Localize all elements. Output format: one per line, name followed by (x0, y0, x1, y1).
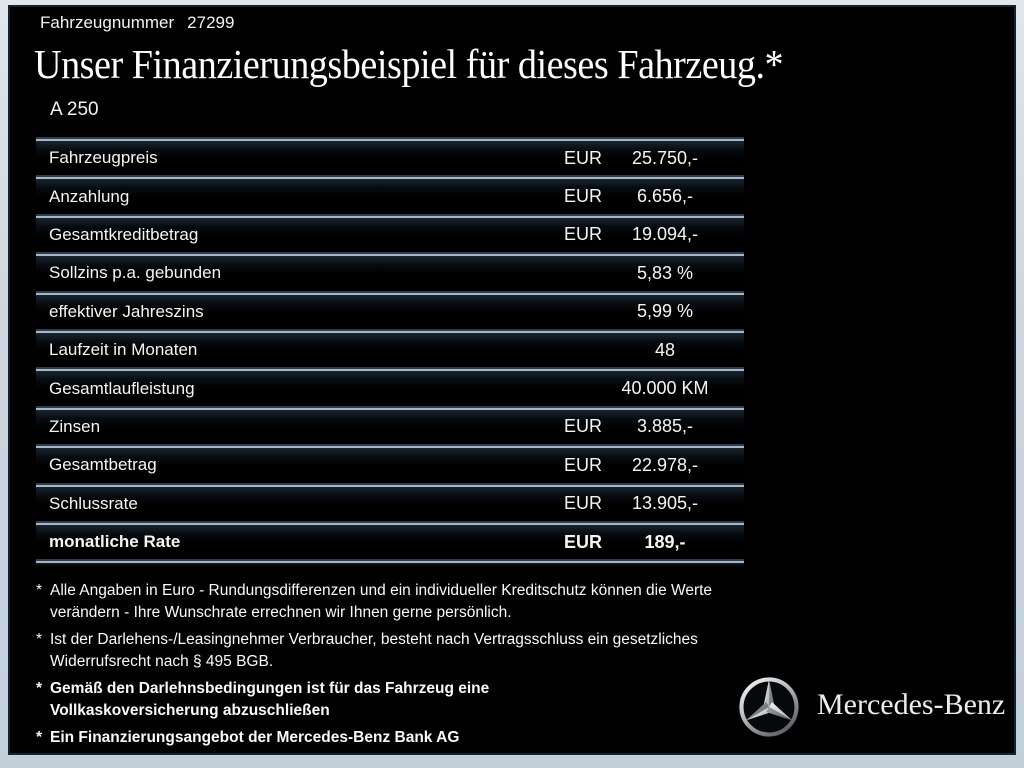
row-value: 6.656,- (636, 186, 694, 207)
row-value: 19.094,- (631, 224, 699, 245)
footnote: * Gemäß den Darlehnsbedingungen ist für … (36, 678, 596, 722)
row-label: Gesamtkreditbetrag (49, 224, 199, 244)
table-row: Fahrzeugpreis EUR 25.750,- (36, 137, 744, 176)
row-currency: EUR (564, 224, 603, 245)
table-row: Anzahlung EUR 6.656,- (36, 175, 744, 214)
row-label: Anzahlung (49, 186, 130, 206)
row-currency: EUR (564, 493, 603, 514)
footnotes: * Alle Angaben in Euro - Rundungsdiffere… (36, 580, 736, 754)
mercedes-star-icon (739, 677, 799, 737)
table-bottom-rule (36, 559, 744, 568)
row-currency: EUR (564, 454, 603, 475)
row-label: effektiver Jahreszins (49, 301, 204, 321)
row-label: Schlussrate (49, 493, 138, 513)
row-value: 25.750,- (631, 147, 699, 168)
row-label: Gesamtlaufleistung (49, 378, 195, 398)
table-row: effektiver Jahreszins 5,99 % (36, 290, 744, 329)
table-row-monthly-rate: monatliche Rate EUR 189,- (36, 520, 744, 560)
footnote-marker: * (36, 631, 43, 648)
row-value: 5,99 % (636, 301, 694, 322)
footnote-text: Ist der Darlehens-/Leasingnehmer Verbrau… (50, 631, 698, 670)
financing-table: Fahrzeugpreis EUR 25.750,- Anzahlung EUR 6… (36, 137, 744, 568)
row-label: Zinsen (49, 416, 101, 436)
offer-sheet: Fahrzeugnummer 27299 Unser Finanzierungsb… (8, 5, 1016, 755)
row-value: 22.978,- (631, 454, 699, 475)
row-label: Gesamtbetrag (49, 455, 157, 475)
footnote-text: Gemäß den Darlehnsbedingungen ist für da… (50, 680, 490, 719)
brand-name: Mercedes-Benz (817, 688, 1006, 721)
page-title: Unser Finanzierungsbeispiel für dieses F… (34, 41, 784, 87)
row-currency (562, 301, 610, 322)
row-value: 189,- (644, 531, 686, 552)
row-label: Laufzeit in Monaten (49, 340, 198, 360)
footnote-text: Alle Angaben in Euro - Rundungsdifferenz… (50, 582, 713, 621)
vehicle-number-label: Fahrzeugnummer (40, 13, 175, 32)
row-value: 13.905,- (631, 493, 699, 514)
footnote-marker: * (36, 729, 43, 746)
row-currency: EUR (564, 147, 603, 168)
row-label: Sollzins p.a. gebunden (49, 263, 222, 283)
row-currency: EUR (564, 416, 603, 437)
table-row: Schlussrate EUR 13.905,- (36, 482, 744, 521)
brand-block: Mercedes-Benz (727, 664, 1017, 746)
table-row: Laufzeit in Monaten 48 (36, 328, 744, 368)
row-currency (562, 340, 610, 361)
row-label: monatliche Rate (49, 532, 181, 552)
row-value: 5,83 % (636, 262, 694, 283)
vehicle-number-line: Fahrzeugnummer 27299 (40, 13, 234, 33)
footnote-marker: * (36, 582, 43, 599)
table-row: Sollzins p.a. gebunden 5,83 % (36, 252, 744, 291)
row-value: 40.000 KM (621, 378, 709, 399)
row-currency (562, 263, 610, 284)
footnote: * Ist der Darlehens-/Leasingnehmer Verbr… (36, 629, 736, 673)
table-row: Gesamtbetrag EUR 22.978,- (36, 444, 744, 483)
footnote: * Ein Finanzierungsangebot der Mercedes-… (36, 727, 736, 749)
vehicle-model: A 250 (50, 99, 99, 120)
row-currency (562, 378, 610, 399)
footnote-marker: * (36, 680, 43, 697)
row-currency: EUR (564, 531, 603, 552)
row-value: 3.885,- (636, 416, 694, 437)
row-label: Fahrzeugpreis (49, 148, 158, 168)
row-currency: EUR (564, 186, 603, 207)
footnote-text: Ein Finanzierungsangebot der Mercedes-Be… (50, 729, 460, 746)
table-row: Gesamtkreditbetrag EUR 19.094,- (36, 213, 744, 253)
footnote: * Alle Angaben in Euro - Rundungsdiffere… (36, 580, 736, 624)
vehicle-number-value: 27299 (187, 13, 235, 32)
table-row: Zinsen EUR 3.885,- (36, 405, 744, 445)
row-value: 48 (654, 339, 676, 360)
table-row: Gesamtlaufleistung 40.000 KM (36, 367, 744, 406)
